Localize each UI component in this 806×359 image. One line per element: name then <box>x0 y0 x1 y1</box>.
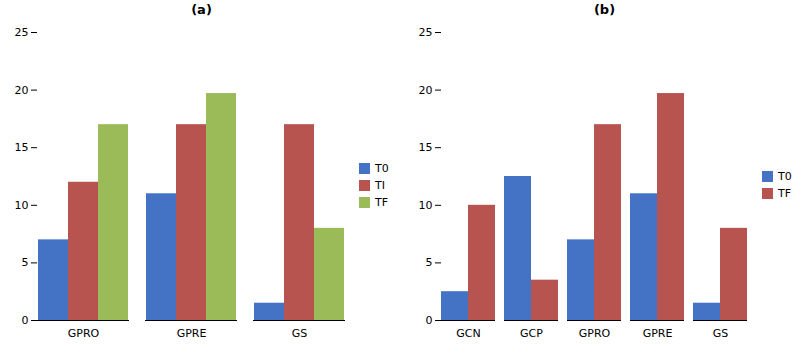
svg-text:GCN: GCN <box>456 327 480 340</box>
svg-text:0: 0 <box>22 314 29 327</box>
svg-text:20: 20 <box>15 84 29 97</box>
html-text:TF: TF <box>375 195 388 209</box>
svg-text:GPRO: GPRO <box>579 327 611 340</box>
svg-text:5: 5 <box>426 256 433 269</box>
html-text:TF: TF <box>778 187 791 200</box>
svg-text:10: 10 <box>15 199 29 212</box>
html-text:TI: TI <box>375 178 385 192</box>
svg-text:15: 15 <box>15 141 29 154</box>
svg-text:0: 0 <box>426 314 433 327</box>
svg-text:GPRE: GPRE <box>177 327 207 340</box>
svg-text:GPRO: GPRO <box>68 327 100 340</box>
svg-text:GS: GS <box>292 327 308 340</box>
html-text:T0: T0 <box>778 170 792 183</box>
svg-text:5: 5 <box>22 256 29 269</box>
html-text:(a): (a) <box>191 2 212 17</box>
svg-text:GS: GS <box>713 327 729 340</box>
svg-text:15: 15 <box>419 141 433 154</box>
html-text:(b): (b) <box>593 2 616 17</box>
svg-text:GPRE: GPRE <box>643 327 673 340</box>
svg-text:25: 25 <box>419 26 433 39</box>
svg-text:25: 25 <box>15 26 29 39</box>
svg-text:10: 10 <box>419 199 433 212</box>
svg-text:GCP: GCP <box>520 327 543 340</box>
html-text:T0: T0 <box>375 161 389 175</box>
svg-text:20: 20 <box>419 84 433 97</box>
